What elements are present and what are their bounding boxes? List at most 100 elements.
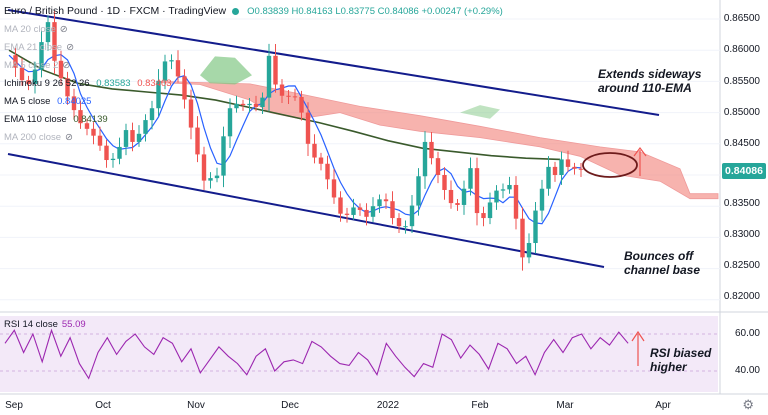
candle-up[interactable] — [123, 130, 129, 147]
candle-down[interactable] — [474, 168, 480, 214]
candle-down[interactable] — [104, 145, 109, 161]
candle-down[interactable] — [19, 67, 25, 81]
candle-up[interactable] — [221, 136, 226, 176]
candle-up[interactable] — [169, 60, 174, 62]
candle-down[interactable] — [201, 154, 207, 181]
legend-ichimoku[interactable]: Ichimoku 9 26 52 26 0.83583 0.83403 — [4, 78, 172, 89]
candle-down[interactable] — [312, 143, 317, 158]
candle-down[interactable] — [396, 218, 402, 227]
candle-down[interactable] — [182, 76, 187, 100]
candle-up[interactable] — [468, 168, 473, 189]
candle-down[interactable] — [65, 78, 70, 97]
candle-down[interactable] — [455, 203, 460, 205]
candle-down[interactable] — [188, 99, 194, 128]
candle-up[interactable] — [136, 133, 142, 142]
symbol-title[interactable]: Euro / British Pound · 1D · FXCM · Tradi… — [4, 5, 227, 17]
candle-up[interactable] — [559, 159, 564, 175]
candle-down[interactable] — [253, 103, 259, 107]
candle-up[interactable] — [39, 42, 44, 70]
candle-up[interactable] — [143, 120, 148, 134]
candle-up[interactable] — [234, 103, 239, 109]
annotation-rsi-biased[interactable]: RSI biased higher — [650, 346, 711, 374]
consolidation-ellipse[interactable] — [582, 152, 638, 178]
candle-down[interactable] — [240, 103, 246, 106]
candle-down[interactable] — [331, 179, 337, 198]
candle-down[interactable] — [429, 141, 434, 159]
candle-up[interactable] — [539, 188, 545, 211]
ma5-line[interactable] — [8, 53, 582, 225]
candle-up[interactable] — [500, 189, 506, 191]
candle-down[interactable] — [572, 166, 577, 169]
candle-up[interactable] — [370, 206, 376, 217]
candle-down[interactable] — [71, 96, 77, 111]
candle-up[interactable] — [266, 55, 272, 98]
candle-down[interactable] — [91, 128, 96, 136]
candle-up[interactable] — [117, 146, 122, 159]
candle-down[interactable] — [383, 199, 389, 202]
candle-up[interactable] — [416, 176, 421, 206]
eye-off-icon[interactable]: ⊘ — [59, 24, 68, 35]
candle-down[interactable] — [513, 184, 519, 219]
candle-up[interactable] — [494, 190, 499, 203]
candle-up[interactable] — [351, 207, 356, 215]
candle-up[interactable] — [533, 210, 538, 244]
candle-up[interactable] — [247, 103, 252, 106]
candle-up[interactable] — [208, 178, 213, 181]
candle-up[interactable] — [546, 166, 551, 189]
rsi-legend[interactable]: RSI 14 close 55.09 — [4, 319, 86, 330]
candle-down[interactable] — [344, 213, 350, 215]
candle-up[interactable] — [32, 69, 38, 84]
annotation-bounces-off[interactable]: Bounces off channel base — [624, 249, 700, 277]
candle-down[interactable] — [78, 110, 83, 124]
legend-ma20[interactable]: MA 20 close ⊘ — [4, 24, 68, 35]
candle-up[interactable] — [156, 80, 161, 109]
candle-down[interactable] — [552, 166, 558, 175]
candle-up[interactable] — [507, 184, 512, 190]
candle-down[interactable] — [305, 112, 311, 144]
candle-down[interactable] — [442, 175, 447, 190]
candle-down[interactable] — [481, 213, 486, 219]
eye-off-icon[interactable]: ⊘ — [66, 42, 75, 53]
candle-up[interactable] — [45, 22, 51, 43]
channel-base-trendline[interactable] — [7, 153, 605, 268]
candle-down[interactable] — [97, 135, 103, 146]
legend-ma5[interactable]: MA 5 close 0.84025 — [4, 96, 91, 107]
annotation-extends-sideways[interactable]: Extends sideways around 110-EMA — [598, 67, 701, 95]
candle-down[interactable] — [390, 201, 395, 219]
candle-up[interactable] — [526, 243, 532, 258]
candle-down[interactable] — [448, 189, 454, 204]
candle-down[interactable] — [279, 84, 285, 96]
candle-down[interactable] — [299, 97, 304, 113]
candle-up[interactable] — [214, 175, 220, 179]
rsi-line[interactable] — [4, 328, 629, 380]
eye-off-icon[interactable]: ⊘ — [62, 60, 71, 71]
candle-down[interactable] — [52, 22, 57, 61]
candle-down[interactable] — [195, 127, 200, 155]
candle-down[interactable] — [13, 55, 18, 68]
candle-down[interactable] — [357, 207, 363, 210]
candle-down[interactable] — [130, 130, 135, 142]
candle-down[interactable] — [565, 159, 571, 167]
candle-down[interactable] — [286, 95, 291, 97]
candle-down[interactable] — [520, 218, 525, 258]
candle-up[interactable] — [260, 97, 265, 107]
candle-down[interactable] — [338, 197, 343, 214]
candle-up[interactable] — [487, 202, 493, 219]
candle-up[interactable] — [149, 108, 155, 121]
candle-down[interactable] — [435, 158, 441, 175]
ema110-line[interactable] — [8, 49, 561, 161]
candle-up[interactable] — [409, 205, 415, 227]
legend-ma200[interactable]: MA 200 close ⊘ — [4, 132, 73, 143]
candle-up[interactable] — [227, 108, 233, 137]
candle-up[interactable] — [110, 158, 116, 161]
candle-up[interactable] — [377, 199, 382, 207]
candle-down[interactable] — [26, 80, 31, 84]
candle-up[interactable] — [422, 141, 428, 177]
candle-down[interactable] — [175, 60, 181, 77]
candle-down[interactable] — [84, 123, 90, 129]
candle-down[interactable] — [58, 60, 64, 79]
candle-down[interactable] — [292, 96, 298, 98]
legend-ema110[interactable]: EMA 110 close 0.84139 — [4, 114, 108, 125]
